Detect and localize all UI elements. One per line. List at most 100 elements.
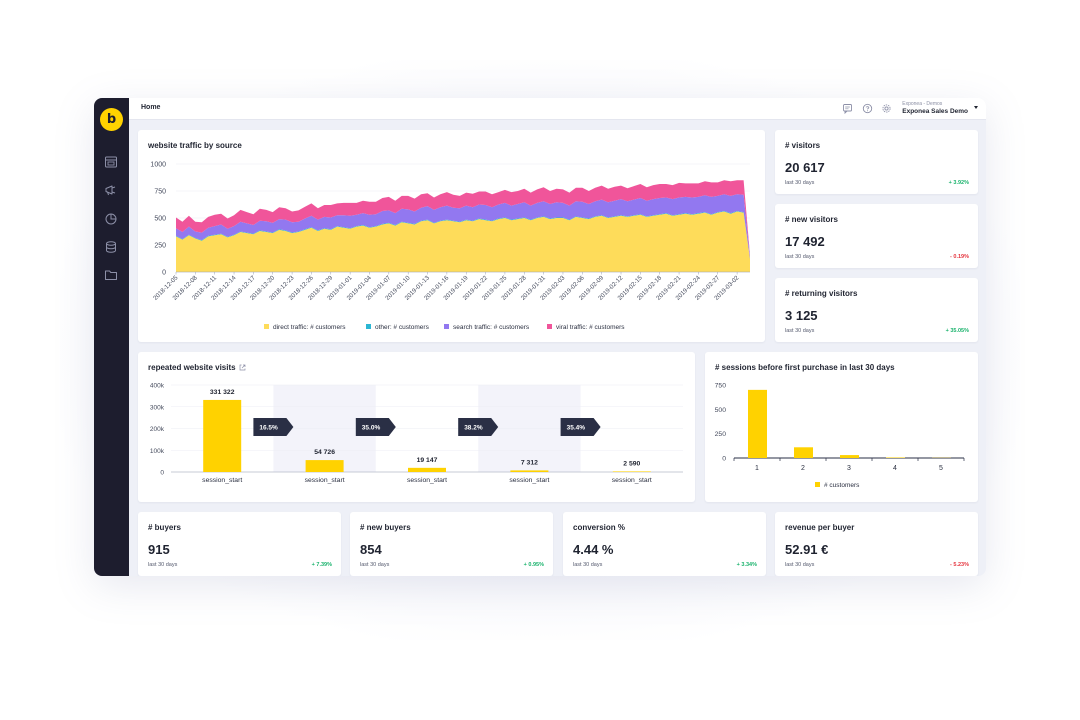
sessions-bar [794,447,813,458]
app-window: b Home [94,98,986,576]
funnel-bar [612,471,651,472]
sidebar: b [94,98,129,576]
top-bar: Home Exponea - Demos Exponea Sales Demo [129,98,986,120]
kpi-value: 854 [360,542,382,557]
analytics-icon[interactable] [104,212,118,226]
kpi-title: # returning visitors [785,289,858,298]
y-tick-label: 200k [150,426,165,433]
kpi-value: 20 617 [785,160,825,175]
kpi-change: + 35.05% [945,328,969,334]
x-tick-label: session_start [202,477,242,484]
y-tick-label: 1000 [150,162,166,169]
legend-label: other: # customers [375,324,430,331]
bar-value-label: 7 312 [521,459,538,466]
x-tick-label: 2 [801,465,805,472]
conversion-arrow [253,418,294,436]
traffic-title: website traffic by source [148,141,242,150]
kpi-visitors: # visitors 20 617 last 30 days + 3.92% [775,130,978,194]
traffic-card: website traffic by source 0 250 500 750 1000… [138,130,765,342]
kpi-revenue-per-buyer: revenue per buyer 52.91 € last 30 days -… [775,512,978,576]
kpi-new-visitors: # new visitors 17 492 last 30 days - 0.1… [775,204,978,268]
legend-swatch [547,324,552,329]
kpi-period: last 30 days [360,562,390,568]
sessions-chart: 0 250 500 750 1 2 3 4 5 # customers [715,383,965,489]
kpi-conversion: conversion % 4.44 % last 30 days + 3.34% [563,512,766,576]
help-icon[interactable] [862,103,873,114]
sessions-bar [840,455,859,458]
conversion-arrow [355,418,396,436]
funnel-bar [510,470,549,472]
funnel-title-text: repeated website visits [148,363,236,372]
kpi-returning-visitors: # returning visitors 3 125 last 30 days … [775,278,978,342]
kpi-change: - 0.19% [950,254,969,260]
breadcrumb-home[interactable]: Home [141,104,161,111]
y-tick-label: 0 [722,456,726,463]
x-tick-label: session_start [612,477,652,484]
folder-icon[interactable] [104,268,118,282]
x-tick-label: session_start [407,477,447,484]
kpi-period: last 30 days [148,562,178,568]
x-tick-label: session_start [305,477,345,484]
x-tick-label: session_start [509,477,549,484]
kpi-value: 915 [148,542,170,557]
kpi-title: # visitors [785,141,821,150]
bar-value-label: 2 590 [623,460,640,467]
legend-swatch [815,482,820,487]
y-tick-label: 750 [715,383,727,390]
kpi-change: + 3.34% [736,562,757,568]
legend-swatch [264,324,269,329]
logo-letter: b [106,112,117,127]
conversion-rate-label: 35.4% [567,425,586,432]
sessions-title: # sessions before first purchase in last… [715,363,895,372]
kpi-value: 52.91 € [785,542,829,557]
legend-swatch [444,324,449,329]
logo[interactable]: b [100,108,123,131]
y-tick-label: 400k [150,383,165,390]
funnel-bar [408,467,446,472]
y-tick-label: 250 [154,243,166,250]
traffic-chart: 025050075010002018-12-052018-12-082018-1… [150,162,750,331]
funnel-chart: 0 100k 200k 300k 400k 331 322 session_start 54 … [150,383,683,484]
kpi-period: last 30 days [785,562,815,568]
x-tick-label: 5 [939,465,943,472]
database-icon[interactable] [104,240,118,254]
y-tick-label: 0 [160,470,164,477]
kpi-title: # new buyers [360,523,411,532]
funnel-title: repeated website visits [148,363,246,372]
legend-label: # customers [824,482,860,489]
funnel-card: repeated website visits 0 100k 200k 300k 400… [138,352,695,502]
kpi-title: conversion % [573,523,626,532]
kpi-buyers: # buyers 915 last 30 days + 7.39% [138,512,341,576]
kpi-change: + 7.39% [311,562,332,568]
kpi-period: last 30 days [785,254,815,260]
x-tick-label: 1 [755,465,759,472]
account-switcher[interactable]: Exponea - Demos Exponea Sales Demo [902,101,968,115]
dashboard-icon[interactable] [104,155,118,169]
conversion-arrow [458,418,499,436]
conversion-arrow [560,418,601,436]
conversion-rate-label: 16.5% [259,425,278,432]
y-tick-label: 100k [150,448,165,455]
kpi-new-buyers: # new buyers 854 last 30 days + 0.95% [350,512,553,576]
x-tick-label: 4 [893,465,897,472]
settings-icon[interactable] [881,103,892,114]
chevron-down-icon[interactable] [974,106,978,109]
legend-label: search traffic: # customers [453,324,530,331]
conversion-rate-label: 35.0% [362,425,381,432]
campaign-icon[interactable] [104,183,118,197]
conversion-rate-label: 38.2% [464,425,483,432]
account-project: Exponea Sales Demo [902,108,968,115]
y-tick-label: 300k [150,404,165,411]
kpi-change: - 5.23% [950,562,969,568]
kpi-period: last 30 days [573,562,603,568]
sessions-bar [748,389,767,458]
kpi-title: # new visitors [785,215,838,224]
bar-value-label: 331 322 [210,389,235,396]
chat-icon[interactable] [842,103,853,114]
x-tick-label: 3 [847,465,851,472]
area-series-3 [176,194,750,259]
external-link-icon[interactable] [239,364,246,371]
y-tick-label: 500 [154,216,166,223]
kpi-value: 3 125 [785,308,818,323]
y-tick-label: 0 [162,270,166,277]
